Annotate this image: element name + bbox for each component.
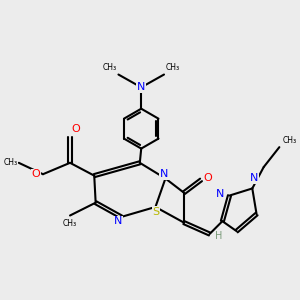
Text: CH₃: CH₃	[63, 219, 77, 228]
Text: N: N	[250, 173, 258, 183]
Text: O: O	[32, 169, 40, 179]
Text: N: N	[160, 169, 168, 179]
Text: N: N	[114, 216, 123, 226]
Text: S: S	[152, 207, 160, 217]
Text: H: H	[215, 231, 223, 241]
Text: N: N	[216, 189, 224, 199]
Text: O: O	[71, 124, 80, 134]
Text: N: N	[137, 82, 146, 92]
Text: CH₃: CH₃	[103, 63, 117, 72]
Text: O: O	[203, 173, 212, 184]
Text: CH₃: CH₃	[165, 63, 180, 72]
Text: CH₃: CH₃	[3, 158, 17, 167]
Text: CH₃: CH₃	[283, 136, 297, 145]
